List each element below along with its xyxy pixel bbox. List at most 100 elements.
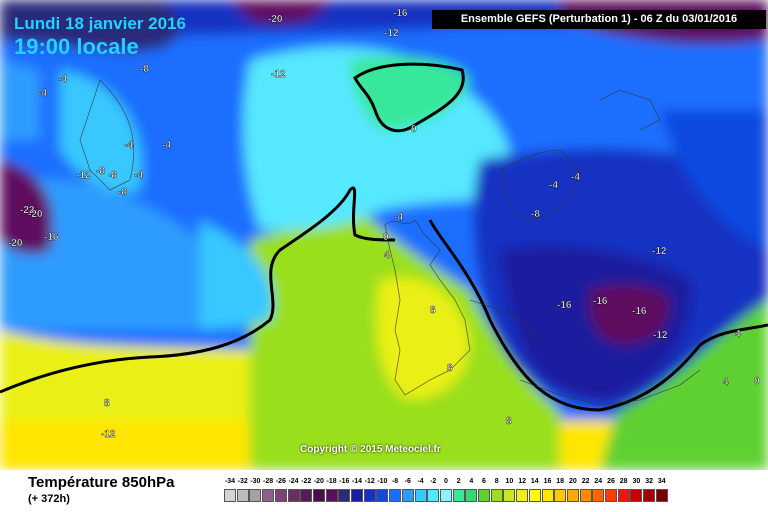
isotherm-label: 8 [430, 305, 436, 316]
isotherm-label: -8 [118, 187, 127, 198]
legend-label: -12 [364, 478, 375, 485]
valid-date: Lundi 18 janvier 2016 [14, 14, 186, 33]
legend-label: -22 [301, 478, 312, 485]
legend-label: 22 [581, 478, 590, 485]
legend-swatch [617, 489, 630, 502]
isotherm-label: -20 [268, 14, 283, 25]
isotherm-label: 4 [735, 329, 741, 340]
legend-swatch [528, 489, 541, 502]
legend-label: -4 [417, 478, 424, 485]
legend-label: 28 [619, 478, 628, 485]
zero-isotherm [0, 186, 396, 394]
legend-label: 2 [456, 478, 461, 485]
isotherm-label: -4 [549, 180, 558, 191]
legend-swatch [249, 489, 262, 502]
legend-swatch [655, 489, 668, 502]
legend-label: -26 [275, 478, 286, 485]
isotherm-label: -16 [393, 8, 408, 19]
legend-label: -20 [313, 478, 324, 485]
legend-label: 16 [543, 478, 552, 485]
isotherm-label: -4 [162, 140, 171, 151]
isotherm-label: -12 [101, 429, 116, 440]
zero-isotherm-north [353, 62, 465, 133]
legend-label: -16 [339, 478, 350, 485]
isotherm-label: -4 [571, 172, 580, 183]
legend-swatch [579, 489, 592, 502]
legend-label: -6 [404, 478, 411, 485]
legend-label: 30 [632, 478, 641, 485]
isotherm-label: -20 [28, 209, 43, 220]
valid-time: 19:00 locale [14, 34, 139, 59]
legend-label: -2 [430, 478, 437, 485]
isotherm-label: 0 [754, 376, 760, 387]
legend-swatch [630, 489, 643, 502]
isotherm-label: 0 [383, 232, 389, 243]
legend-label: 6 [482, 478, 486, 485]
legend-label: 34 [657, 478, 666, 485]
temperature-field [0, 0, 768, 470]
isotherm-label: -4 [38, 88, 47, 99]
legend-swatch [224, 489, 236, 502]
legend-label: -14 [351, 478, 363, 485]
isotherm-label: 8 [506, 416, 512, 427]
legend-swatch [338, 489, 351, 502]
legend-swatch [414, 489, 427, 502]
copyright: Copyright © 2015 Meteociel.fr [300, 444, 441, 455]
legend-swatch [401, 489, 414, 502]
legend-label: 24 [594, 478, 603, 485]
legend-label: 26 [607, 478, 615, 485]
isotherm-label: -12 [652, 246, 667, 257]
legend-swatch [262, 489, 275, 502]
legend-swatch [325, 489, 338, 502]
isotherm-label: -16 [632, 306, 647, 317]
isotherm-label: -16 [44, 232, 59, 243]
isotherm-label: 8 [104, 398, 110, 409]
isotherm-label: -16 [557, 300, 572, 311]
isotherm-label: -8 [531, 209, 540, 220]
legend-label: -24 [288, 478, 299, 485]
legend-label: 18 [556, 478, 565, 485]
legend-label: -28 [263, 478, 274, 485]
legend-swatch [274, 489, 287, 502]
legend-swatch [287, 489, 300, 502]
legend-label: 14 [530, 478, 539, 485]
isotherm-label: -12 [384, 28, 399, 39]
legend-swatch [312, 489, 325, 502]
legend-swatch [554, 489, 567, 502]
isotherm-label: 4 [723, 377, 729, 388]
legend-label: -32 [237, 478, 248, 485]
isotherm-label: -4 [134, 170, 143, 181]
legend-swatch [478, 489, 490, 502]
legend-swatch [452, 489, 465, 502]
isotherm-label: 8 [447, 363, 453, 374]
legend-label: 32 [645, 478, 653, 485]
model-header: Ensemble GEFS (Perturbation 1) - 06 Z du… [432, 10, 766, 29]
legend-swatch [592, 489, 605, 502]
isotherm-label: -4 [58, 74, 67, 85]
legend-swatch [427, 489, 440, 502]
isotherm-label: -12 [76, 170, 91, 181]
legend-swatch [300, 489, 313, 502]
legend-swatch [503, 489, 516, 502]
legend-label: -34 [224, 478, 236, 485]
legend-swatch [363, 489, 376, 502]
isotherm-label: -8 [108, 170, 117, 181]
lead-time: (+ 372h) [28, 493, 70, 505]
isotherm-label: -4 [394, 212, 403, 223]
legend-swatch [541, 489, 554, 502]
isotherm-label: -22 [20, 205, 35, 216]
legend-label: 0 [443, 478, 448, 485]
isotherm-label: -16 [593, 296, 608, 307]
isotherm-label: -4 [124, 140, 133, 151]
legend-swatch [389, 489, 402, 502]
legend-label: -18 [326, 478, 337, 485]
legend-swatch [605, 489, 617, 502]
legend-swatch [566, 489, 579, 502]
legend-swatch [351, 489, 363, 502]
legend-label: 12 [518, 478, 526, 485]
legend-swatch [516, 489, 529, 502]
legend-label: -10 [377, 478, 388, 485]
legend-swatch [236, 489, 249, 502]
legend-swatch [439, 489, 452, 502]
